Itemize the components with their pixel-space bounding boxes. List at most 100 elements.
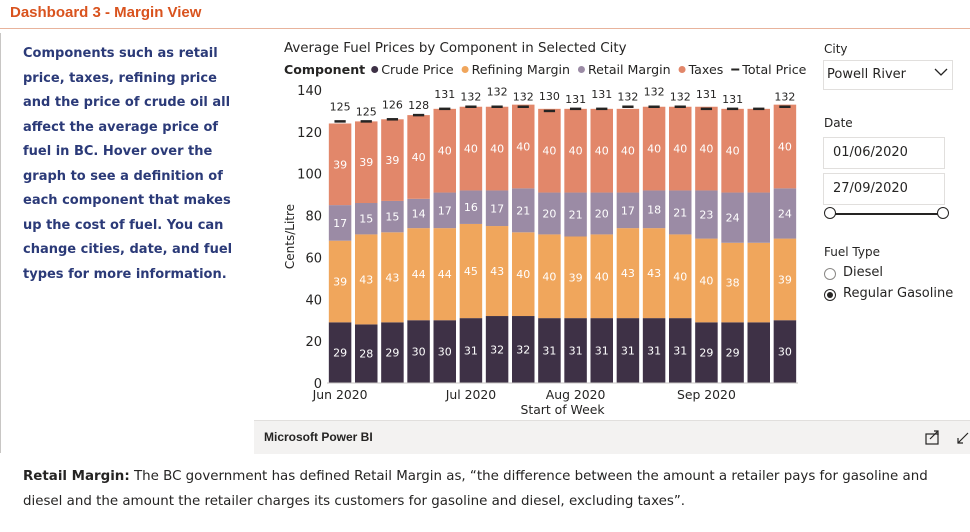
date-slider-start-handle[interactable] — [824, 207, 836, 219]
city-dropdown-value: Powell River — [827, 67, 906, 82]
bar-segment — [616, 108, 640, 193]
legend-marker-icon — [678, 66, 686, 73]
segment-data-label: 43 — [385, 271, 399, 284]
bar-segment — [381, 119, 404, 201]
date-slider-end-handle[interactable] — [937, 207, 949, 219]
bar-segment — [433, 320, 456, 383]
segment-data-label: 44 — [412, 268, 426, 281]
segment-data-label: 40 — [778, 141, 792, 154]
total-data-label: 132 — [617, 91, 638, 104]
radio-unchecked-icon — [824, 268, 836, 280]
x-tick-label: Sep 2020 — [677, 387, 736, 402]
chevron-down-icon — [934, 68, 948, 76]
end-date-input[interactable]: 27/09/2020 — [823, 173, 945, 205]
bar-segment — [381, 232, 404, 323]
segment-data-label: 40 — [490, 143, 504, 156]
bar-segment — [433, 108, 456, 193]
bar-segment — [407, 115, 430, 199]
bar-segment — [407, 320, 430, 383]
bar-segment — [538, 108, 561, 193]
bar-segment — [747, 192, 770, 243]
bar-segment — [538, 234, 561, 319]
bar-segment — [381, 322, 404, 383]
bar-segment — [590, 234, 613, 319]
bar-segment — [721, 322, 744, 383]
y-tick-label: 100 — [297, 168, 322, 183]
total-data-label: 131 — [591, 88, 612, 101]
segment-data-label: 17 — [621, 204, 635, 217]
total-data-label: 131 — [565, 93, 586, 106]
y-tick-label: 20 — [305, 335, 322, 350]
bar-segment — [773, 238, 797, 321]
legend-title: Component — [284, 62, 365, 77]
bar-segment — [642, 318, 666, 383]
bar-segment — [538, 318, 561, 383]
x-tick-label: Jun 2020 — [312, 387, 368, 402]
y-tick-label: 0 — [314, 377, 322, 392]
bar-segment — [381, 200, 404, 233]
definition-text: Retail Margin: The BC government has def… — [23, 464, 968, 514]
y-tick-label: 120 — [297, 126, 322, 141]
bar-segment — [747, 108, 770, 193]
powerbi-label: Microsoft Power BI — [264, 430, 373, 444]
bar-segment — [407, 198, 430, 229]
expand-icon[interactable] — [956, 429, 970, 445]
segment-data-label: 39 — [333, 158, 347, 171]
bar-segment — [590, 318, 613, 383]
fuel-price-chart[interactable]: Average Fuel Prices by Component in Sele… — [254, 36, 820, 420]
bar-segment — [328, 205, 352, 241]
bar-segment — [459, 318, 483, 383]
segment-data-label: 45 — [464, 265, 478, 278]
segment-data-label: 40 — [647, 143, 661, 156]
total-data-label: 125 — [330, 100, 351, 113]
bar-segment — [669, 318, 692, 383]
segment-data-label: 40 — [595, 270, 609, 283]
segment-data-label: 40 — [726, 145, 740, 158]
segment-data-label: 17 — [333, 217, 347, 230]
legend-marker-icon — [461, 66, 469, 73]
bar-segment — [355, 234, 378, 325]
segment-data-label: 14 — [412, 207, 426, 220]
segment-data-label: 21 — [516, 204, 530, 217]
bar-segment — [642, 190, 666, 229]
segment-data-label: 31 — [647, 345, 661, 358]
segment-data-label: 16 — [464, 201, 478, 214]
frame-border — [0, 33, 1, 453]
bar-segment — [459, 106, 483, 191]
date-range-slider[interactable] — [830, 213, 943, 215]
segment-data-label: 20 — [542, 207, 556, 220]
segment-data-label: 30 — [412, 346, 426, 359]
segment-data-label: 38 — [726, 277, 740, 290]
bar-segment — [328, 240, 352, 323]
segment-data-label: 17 — [438, 204, 452, 217]
fuel-option-label: Diesel — [843, 265, 884, 280]
x-tick-label: Jul 2020 — [445, 387, 497, 402]
bar-segment — [773, 320, 797, 383]
legend-entry: Taxes — [688, 62, 724, 77]
segment-data-label: 31 — [673, 345, 687, 358]
total-data-label: 131 — [434, 88, 455, 101]
segment-data-label: 31 — [595, 345, 609, 358]
bar-segment — [695, 238, 718, 323]
total-data-label: 131 — [696, 88, 717, 101]
segment-data-label: 39 — [778, 273, 792, 286]
bar-segment — [433, 192, 456, 229]
bar-segment — [355, 203, 378, 235]
segment-data-label: 40 — [516, 268, 530, 281]
segment-data-label: 20 — [595, 207, 609, 220]
segment-data-label: 31 — [569, 345, 583, 358]
segment-data-label: 40 — [542, 270, 556, 283]
bar-segment — [564, 108, 587, 193]
start-date-value: 01/06/2020 — [833, 145, 908, 160]
y-tick-label: 80 — [305, 210, 322, 225]
radio-checked-icon — [824, 289, 836, 301]
start-date-input[interactable]: 01/06/2020 — [823, 137, 945, 169]
fuel-type-slicer-title: Fuel Type — [824, 245, 880, 259]
city-dropdown[interactable]: Powell River — [823, 60, 953, 90]
legend-marker-icon — [371, 66, 379, 73]
fuel-option-label: Regular Gasoline — [843, 286, 954, 301]
share-icon[interactable] — [924, 428, 942, 446]
segment-data-label: 31 — [621, 345, 635, 358]
bar-segment — [512, 232, 535, 317]
chart-title: Average Fuel Prices by Component in Sele… — [284, 41, 627, 56]
